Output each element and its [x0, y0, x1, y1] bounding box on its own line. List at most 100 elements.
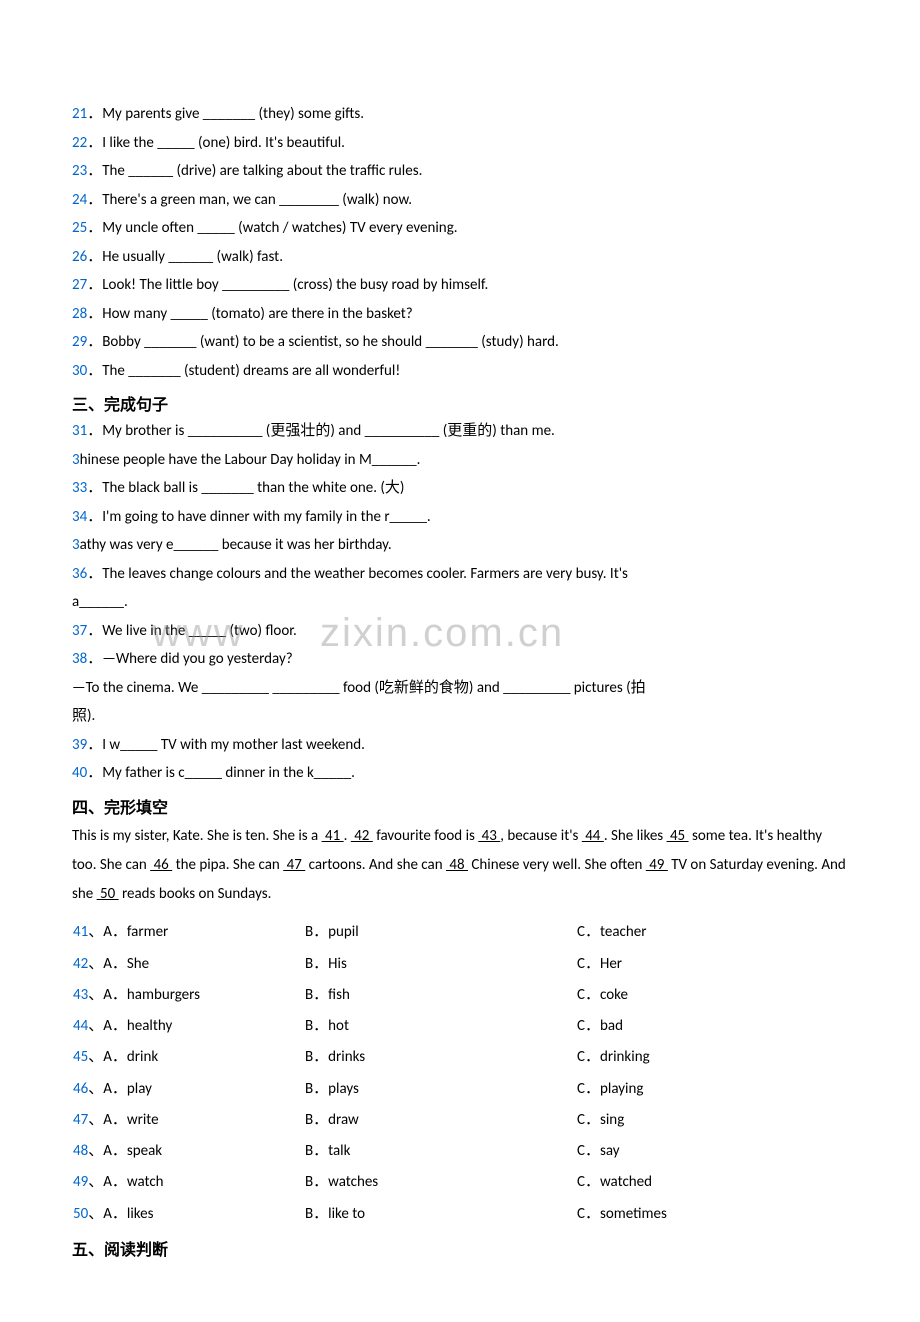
q-text: —Where did you go yesterday? [102, 650, 292, 668]
option-c: C．Her [576, 949, 848, 980]
cloze-blank-49: 49 [646, 856, 668, 874]
q-text: My father is c_____ dinner in the k_____… [102, 764, 355, 782]
option-a: 41、A．farmer [72, 917, 304, 948]
option-c: C．sing [576, 1105, 848, 1136]
q39: 39．I w_____ TV with my mother last weeke… [72, 731, 848, 760]
option-b: B．draw [304, 1105, 576, 1136]
option-b: B．like to [304, 1199, 576, 1230]
q-num: 33 [72, 479, 87, 497]
q-text: The black ball is _______ than the white… [102, 479, 404, 497]
cloze-blank-46: 46 [150, 856, 172, 874]
option-a: 45、A．drink [72, 1042, 304, 1073]
option-a: 48、A．speak [72, 1136, 304, 1167]
q-num: 24 [72, 191, 87, 209]
option-row-46: 46、A．playB．playsC．playing [72, 1074, 848, 1105]
q-num: 37 [72, 622, 87, 640]
option-row-44: 44、A．healthyB．hotC．bad [72, 1011, 848, 1042]
q-num: 30 [72, 362, 87, 380]
q-text: The leaves change colours and the weathe… [102, 565, 628, 583]
q36-cont: a______. [72, 588, 848, 617]
q35: 3athy was very e______ because it was he… [72, 531, 848, 560]
q-text: He usually ______ (walk) fast. [102, 248, 283, 266]
q31: 31．My brother is __________ (更强壮的) and _… [72, 417, 848, 446]
q27: 27．Look! The little boy _________ (cross… [72, 271, 848, 300]
option-c: C．coke [576, 980, 848, 1011]
cloze-paragraph: This is my sister, Kate. She is ten. She… [72, 822, 848, 910]
q-text: How many _____ (tomato) are there in the… [102, 305, 413, 323]
q-num: 29 [72, 333, 87, 351]
option-c: C．say [576, 1136, 848, 1167]
option-c: C．drinking [576, 1042, 848, 1073]
option-a: 46、A．play [72, 1074, 304, 1105]
option-c: C．watched [576, 1167, 848, 1198]
q-text: I w_____ TV with my mother last weekend. [102, 736, 365, 754]
option-a: 50、A．likes [72, 1199, 304, 1230]
option-a: 42、A．She [72, 949, 304, 980]
option-b: B．fish [304, 980, 576, 1011]
cloze-blank-47: 47 [283, 856, 305, 874]
option-a: 43、A．hamburgers [72, 980, 304, 1011]
q-text: We live in the _____ (two) floor. [102, 622, 297, 640]
q-num: 36 [72, 565, 87, 583]
q-num: 3 [72, 536, 80, 554]
cloze-blank-45: 45 [667, 827, 689, 845]
q-text: I like the _____ (one) bird. It's beauti… [102, 134, 345, 152]
q38-cont1: —To the cinema. We _________ _________ f… [72, 674, 848, 703]
q26: 26．He usually ______ (walk) fast. [72, 243, 848, 272]
option-c: C．playing [576, 1074, 848, 1105]
q33: 33．The black ball is _______ than the wh… [72, 474, 848, 503]
cloze-blank-48: 48 [446, 856, 468, 874]
q25: 25．My uncle often _____ (watch / watches… [72, 214, 848, 243]
option-b: B．plays [304, 1074, 576, 1105]
q-num: 23 [72, 162, 87, 180]
option-a: 47、A．write [72, 1105, 304, 1136]
q-num: 27 [72, 276, 87, 294]
q-num: 3 [72, 451, 80, 469]
q32: 3hinese people have the Labour Day holid… [72, 446, 848, 475]
option-b: B．watches [304, 1167, 576, 1198]
section-3-heading: 三、完成句子 [72, 391, 848, 415]
q-text: My brother is __________ (更强壮的) and ____… [102, 422, 555, 440]
q36: 36．The leaves change colours and the wea… [72, 560, 848, 589]
q-num: 40 [72, 764, 87, 782]
q-text: My uncle often _____ (watch / watches) T… [102, 219, 457, 237]
option-b: B．drinks [304, 1042, 576, 1073]
option-c: C．teacher [576, 917, 848, 948]
option-row-42: 42、A．SheB．HisC．Her [72, 949, 848, 980]
q-text: I'm going to have dinner with my family … [102, 508, 430, 526]
q34: 34．I'm going to have dinner with my fami… [72, 503, 848, 532]
watermark-holder: www zixin.com.cn 37．We live in the _____… [72, 617, 848, 674]
q40: 40．My father is c_____ dinner in the k__… [72, 759, 848, 788]
q38-cont2: 照). [72, 702, 848, 731]
option-c: C．sometimes [576, 1199, 848, 1230]
q-num: 22 [72, 134, 87, 152]
option-a: 44、A．healthy [72, 1011, 304, 1042]
cloze-blank-41: 41 [322, 827, 344, 845]
cloze-blank-43: 43 [478, 827, 500, 845]
option-row-49: 49、A．watchB．watchesC．watched [72, 1167, 848, 1198]
cloze-blank-44: 44 [582, 827, 604, 845]
q29: 29．Bobby _______ (want) to be a scientis… [72, 328, 848, 357]
q30: 30．The _______ (student) dreams are all … [72, 357, 848, 386]
option-row-48: 48、A．speakB．talkC．say [72, 1136, 848, 1167]
cloze-blank-50: 50 [97, 885, 119, 903]
option-b: B．hot [304, 1011, 576, 1042]
section-4-heading: 四、完形填空 [72, 794, 848, 818]
q-text: There's a green man, we can ________ (wa… [102, 191, 412, 209]
q-num: 28 [72, 305, 87, 323]
q-num: 31 [72, 422, 87, 440]
option-row-43: 43、A．hamburgersB．fishC．coke [72, 980, 848, 1011]
q-num: 39 [72, 736, 87, 754]
section-5-heading: 五、阅读判断 [72, 1236, 848, 1260]
q-num: 25 [72, 219, 87, 237]
option-row-47: 47、A．writeB．drawC．sing [72, 1105, 848, 1136]
option-b: B．pupil [304, 917, 576, 948]
q23: 23．The ______ (drive) are talking about … [72, 157, 848, 186]
options-table: 41、A．farmerB．pupilC．teacher42、A．SheB．His… [72, 917, 848, 1230]
q28: 28．How many _____ (tomato) are there in … [72, 300, 848, 329]
q-text: My parents give _______ (they) some gift… [102, 105, 364, 123]
q-text: Bobby _______ (want) to be a scientist, … [102, 333, 559, 351]
q-num: 21 [72, 105, 87, 123]
q-num: 34 [72, 508, 87, 526]
option-row-45: 45、A．drinkB．drinksC．drinking [72, 1042, 848, 1073]
